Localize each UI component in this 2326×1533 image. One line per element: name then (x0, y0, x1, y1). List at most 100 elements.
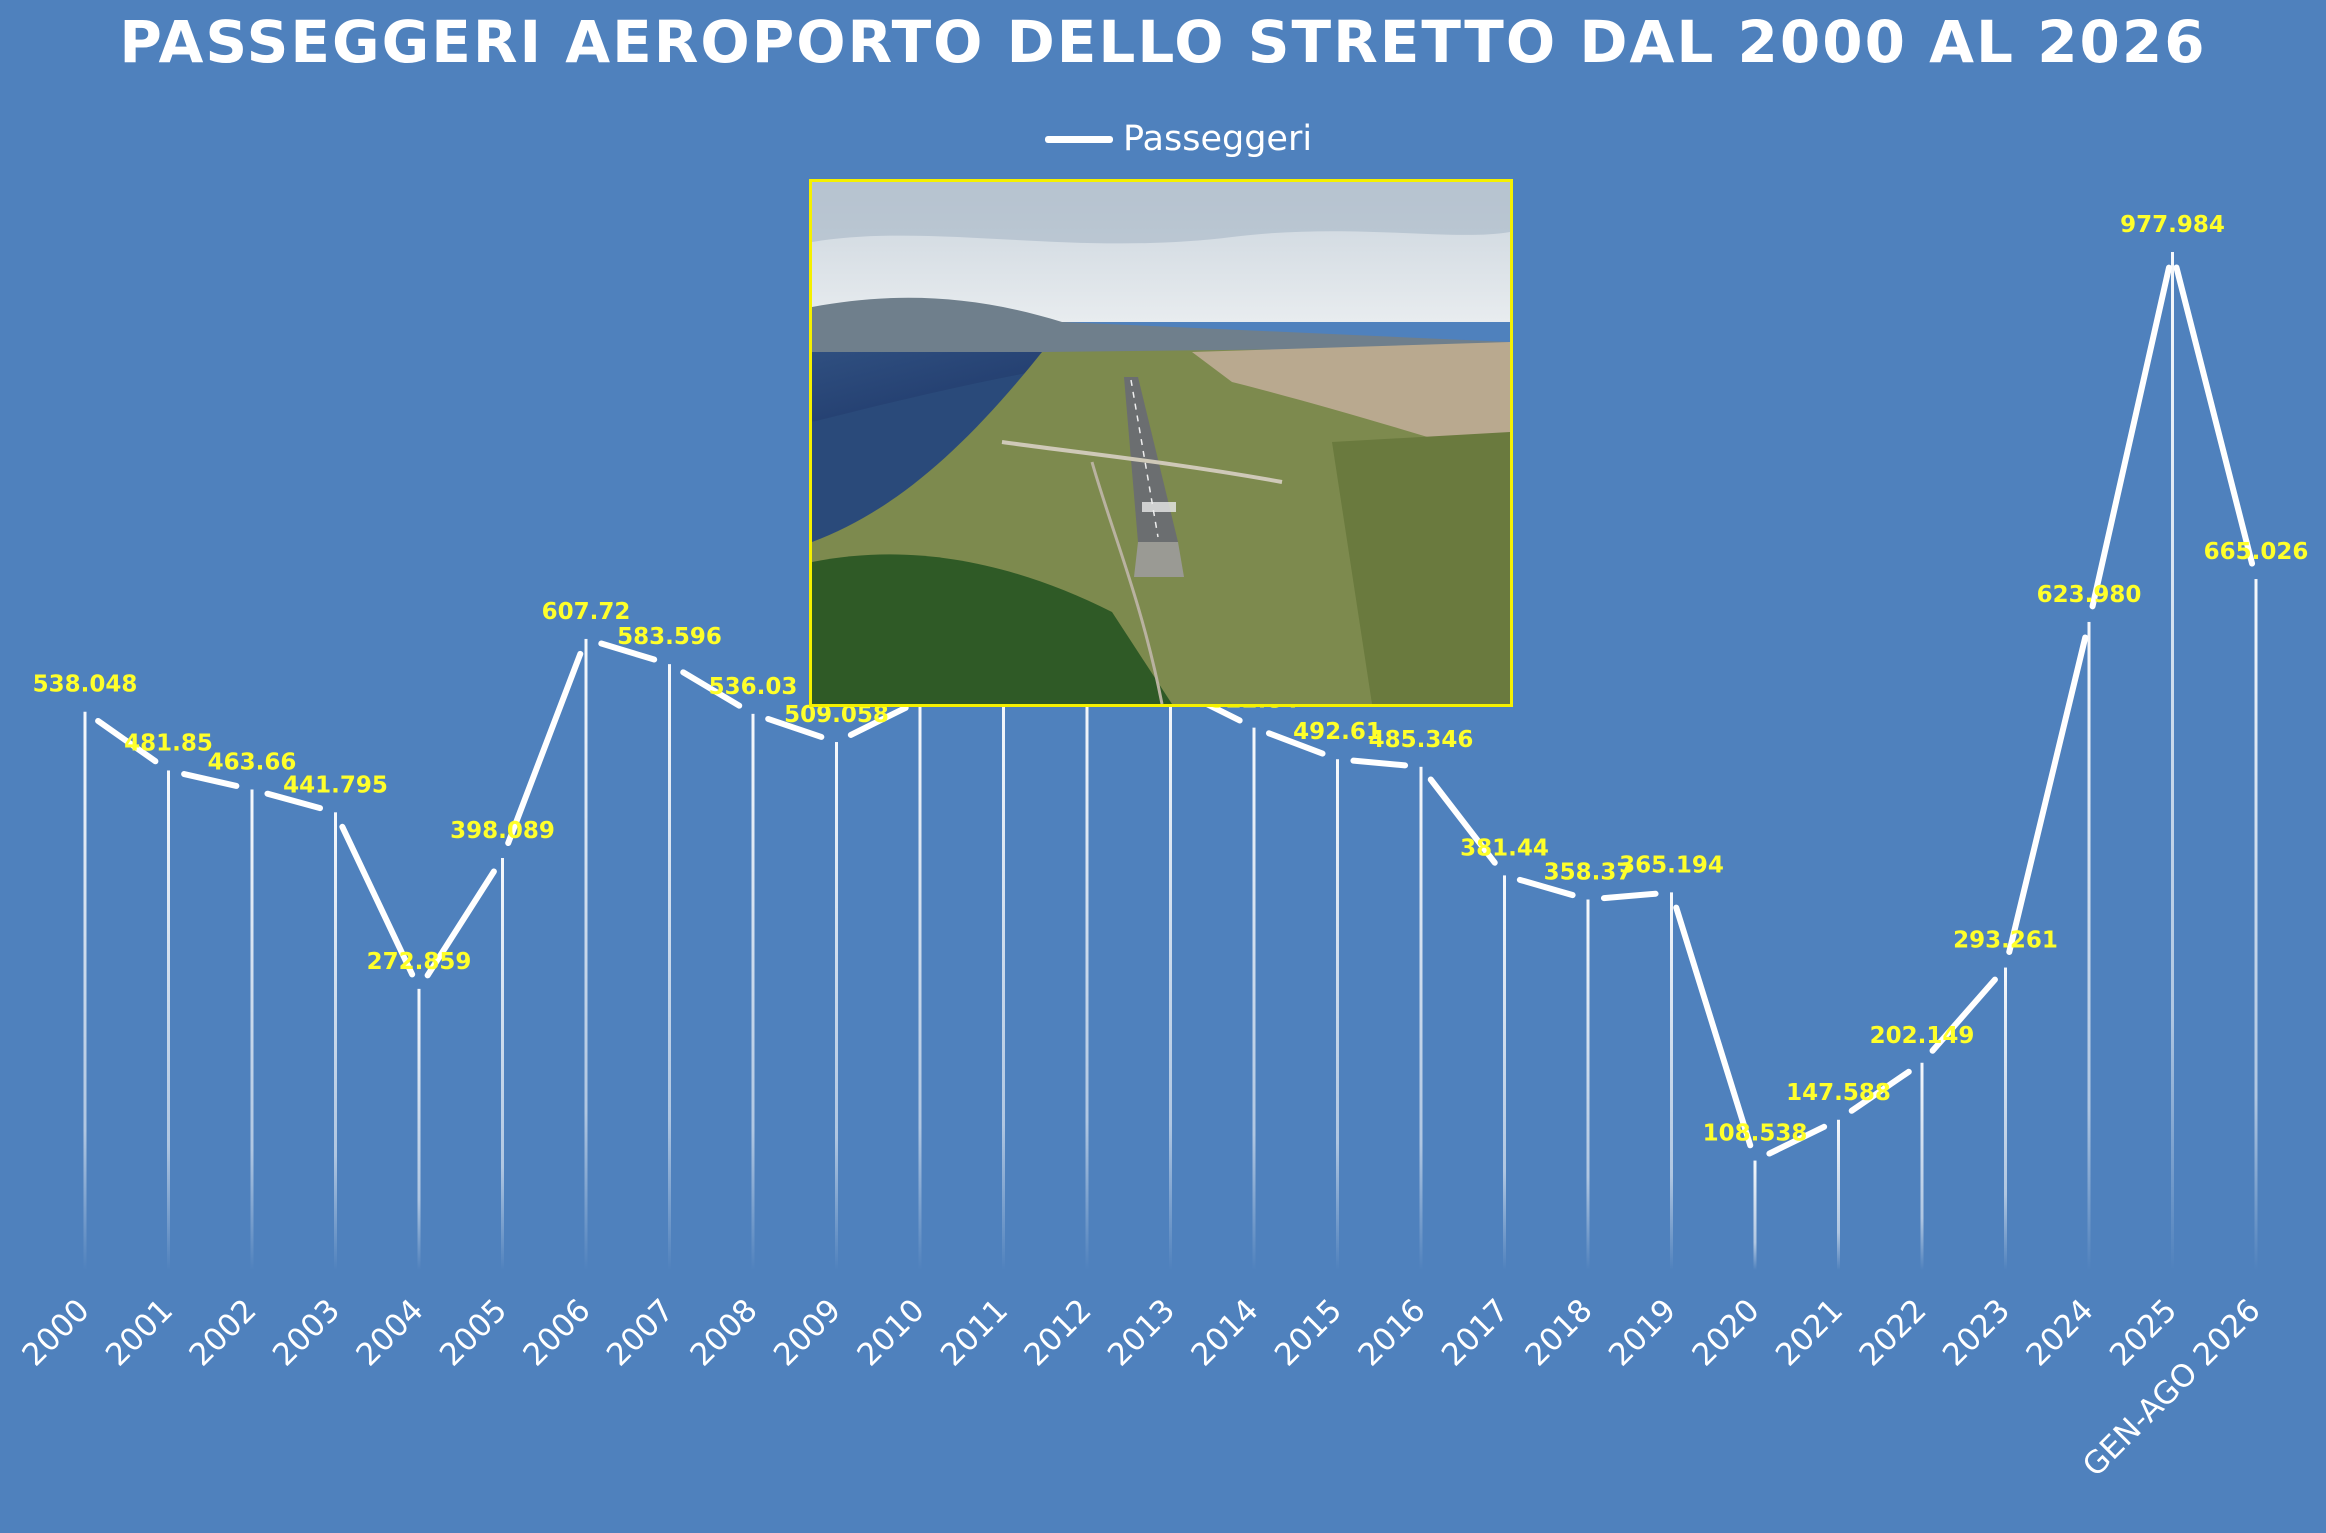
data-label-2017: 381.44 (1460, 835, 1549, 861)
drop-line-2011 (1002, 687, 1005, 1270)
data-label-2019: 365.194 (1619, 852, 1724, 878)
series-segment-9 (847, 704, 909, 738)
x-tick-label-2004: 2004 (349, 1292, 430, 1373)
data-label-2002: 463.66 (208, 749, 297, 775)
series-segment-3 (339, 823, 416, 978)
data-label-2021: 147.588 (1786, 1080, 1891, 1106)
data-label-2018: 358.37 (1544, 860, 1633, 886)
drop-line-2023 (2004, 967, 2007, 1270)
drop-line-2000 (83, 711, 87, 1270)
data-label-2023: 293.261 (1953, 928, 2058, 954)
drop-line-2025 (2171, 252, 2174, 1270)
x-tick-label-2000: 2000 (15, 1292, 96, 1373)
x-tick-label-2009: 2009 (767, 1292, 848, 1373)
data-label-2004: 272.859 (367, 949, 472, 975)
legend-label: Passeggeri (1123, 119, 1313, 159)
series-segment-20 (1766, 1123, 1828, 1157)
data-label-2016: 485.346 (1369, 727, 1474, 753)
drop-line-2017 (1503, 875, 1506, 1270)
x-tick-label-2006: 2006 (516, 1292, 597, 1373)
legend-line-swatch (1045, 135, 1113, 143)
drop-line-2006 (584, 638, 588, 1270)
drop-line-2021 (1837, 1119, 1840, 1270)
drop-line-2022 (1920, 1062, 1924, 1270)
data-label-2022: 202.149 (1870, 1023, 1975, 1049)
series-segment-0 (95, 717, 159, 765)
x-tick-label-2023: 2023 (1936, 1292, 2017, 1373)
x-tick-label-2003: 2003 (266, 1292, 347, 1373)
drop-line-2020 (1753, 1160, 1757, 1270)
x-tick-label-2021: 2021 (1769, 1292, 1850, 1373)
series-segment-18 (1600, 890, 1659, 902)
series-segment-21 (1848, 1068, 1912, 1114)
data-label-2003: 441.795 (283, 772, 388, 798)
drop-line-2010 (918, 700, 922, 1270)
series-segment-15 (1350, 757, 1409, 769)
drop-line-2019 (1670, 892, 1673, 1270)
drop-line-2007 (668, 664, 671, 1270)
x-tick-label-2008: 2008 (683, 1292, 764, 1373)
x-tick-label-2014: 2014 (1184, 1292, 1265, 1373)
drop-line-2008 (751, 713, 755, 1270)
x-tick-label-2012: 2012 (1017, 1292, 1098, 1373)
drop-line-2004 (417, 988, 421, 1270)
x-tick-label-2022: 2022 (1852, 1292, 1933, 1373)
series-segment-14 (1265, 730, 1326, 757)
data-label-2000: 538.048 (33, 672, 138, 698)
x-tick-label-2005: 2005 (433, 1292, 514, 1373)
series-segment-16 (1427, 776, 1498, 866)
series-segment-7 (680, 669, 743, 709)
data-label-2008: 536.03 (709, 674, 798, 700)
drop-line-2001 (167, 770, 170, 1270)
drop-line-2005 (501, 857, 504, 1270)
series-segment-8 (765, 715, 825, 740)
drop-line-2024 (2087, 621, 2091, 1270)
data-label-2001: 481.85 (124, 730, 213, 756)
drop-line-2009 (835, 742, 838, 1270)
x-tick-label-2024: 2024 (2019, 1292, 2100, 1373)
data-label-2015: 492.61 (1293, 719, 1382, 745)
drop-line-gen-ago-2026 (2254, 579, 2258, 1270)
data-label-2006: 607.72 (542, 599, 631, 625)
series-segment-22 (1929, 976, 1998, 1054)
x-tick-label-2015: 2015 (1268, 1292, 1349, 1373)
series-segment-4 (424, 868, 497, 979)
airport-runway-photo-icon (812, 182, 1510, 704)
series-segment-24 (2089, 264, 2172, 610)
x-tick-label-2007: 2007 (600, 1292, 681, 1373)
series-segment-17 (1516, 876, 1576, 899)
series-segment-19 (1673, 904, 1754, 1149)
series-segment-5 (505, 650, 584, 847)
drop-line-2015 (1336, 759, 1339, 1270)
data-label-gen-ago-2026: 665.026 (2204, 539, 2309, 565)
legend: Passeggeri (1045, 116, 1312, 162)
series-segment-2 (264, 790, 324, 812)
data-label-2025: 977.984 (2120, 212, 2225, 238)
drop-line-2018 (1586, 899, 1590, 1270)
airport-runway-photo (809, 179, 1513, 707)
x-tick-label-2018: 2018 (1518, 1292, 1599, 1373)
drop-line-2013 (1169, 685, 1172, 1270)
x-tick-label-2019: 2019 (1602, 1292, 1683, 1373)
series-segment-25 (2173, 264, 2256, 567)
drop-line-2014 (1252, 727, 1256, 1270)
x-tick-label-2017: 2017 (1435, 1292, 1516, 1373)
x-tick-label-2011: 2011 (934, 1292, 1015, 1373)
x-tick-label-2001: 2001 (99, 1292, 180, 1373)
data-label-2005: 398.089 (450, 818, 555, 844)
x-tick-label-2020: 2020 (1685, 1292, 1766, 1373)
x-tick-label-2016: 2016 (1351, 1292, 1432, 1373)
x-tick-label-2013: 2013 (1101, 1292, 1182, 1373)
x-tick-label-2002: 2002 (182, 1292, 263, 1373)
data-label-2020: 108.538 (1703, 1121, 1808, 1147)
x-tick-label-2010: 2010 (850, 1292, 931, 1373)
drop-line-2012 (1085, 676, 1089, 1270)
drop-line-2016 (1419, 766, 1423, 1270)
series-segment-23 (2006, 634, 2089, 955)
drop-line-2002 (250, 789, 254, 1270)
series-segment-6 (598, 640, 658, 663)
series-segment-1 (181, 771, 240, 789)
chart-title: PASSEGGERI AEROPORTO DELLO STRETTO DAL 2… (119, 8, 2207, 76)
data-label-2007: 583.596 (617, 624, 722, 650)
